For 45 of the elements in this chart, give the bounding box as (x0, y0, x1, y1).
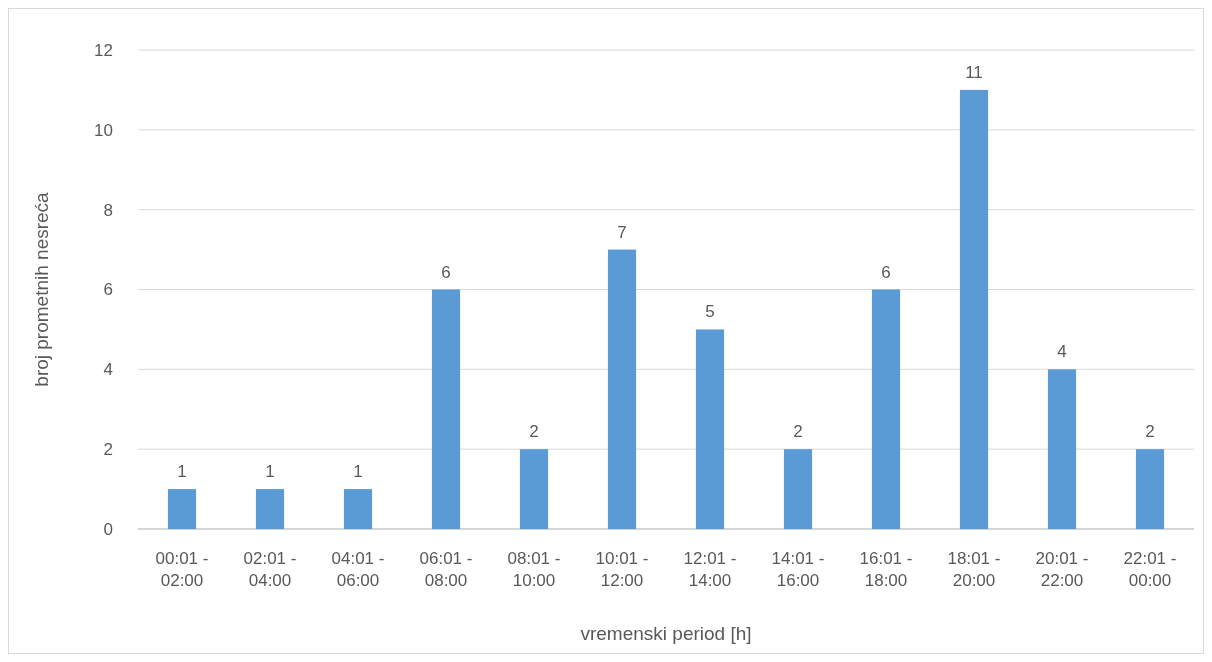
x-tick-label: 22:01 - 00:00 (1123, 549, 1177, 591)
data-label: 1 (265, 462, 275, 482)
data-label: 5 (705, 302, 715, 322)
y-tick-label: 12 (94, 40, 113, 60)
data-label: 7 (617, 222, 627, 242)
bar (783, 449, 813, 529)
x-axis-title: vremenski period [h] (580, 623, 752, 644)
bar (871, 289, 901, 529)
x-tick-label: 10:01 - 12:00 (595, 549, 649, 591)
data-label: 1 (353, 462, 363, 482)
data-label: 2 (529, 422, 539, 442)
data-label: 2 (793, 422, 803, 442)
y-tick-label: 4 (103, 360, 113, 380)
bar (519, 449, 549, 529)
x-tick-label: 06:01 - 08:00 (419, 549, 473, 591)
bar (1047, 369, 1077, 529)
y-tick-label: 10 (94, 120, 113, 140)
y-tick-label: 2 (103, 440, 113, 460)
x-tick-label: 16:01 - 18:00 (859, 549, 913, 591)
bar (167, 489, 197, 529)
y-tick-label: 8 (103, 200, 113, 220)
y-axis-title: broj prometnih nesreća (31, 191, 52, 387)
data-label: 11 (965, 62, 983, 82)
x-tick-label: 20:01 - 22:00 (1035, 549, 1089, 591)
bar (255, 489, 285, 529)
y-tick-label: 6 (103, 280, 113, 300)
x-tick-label: 04:01 - 06:00 (331, 549, 385, 591)
bar (607, 249, 637, 529)
bar (695, 329, 725, 529)
x-tick-label: 08:01 - 10:00 (507, 549, 561, 591)
bar (431, 289, 461, 529)
data-label: 2 (1145, 422, 1155, 442)
data-label: 6 (881, 262, 891, 282)
bar (343, 489, 373, 529)
bar (1135, 449, 1165, 529)
data-label: 6 (441, 262, 451, 282)
y-tick-label: 0 (103, 519, 113, 539)
bar (959, 89, 989, 529)
x-tick-label: 14:01 - 16:00 (771, 549, 825, 591)
x-tick-label: 18:01 - 20:00 (947, 549, 1001, 591)
data-label: 1 (177, 462, 187, 482)
x-tick-label: 00:01 - 02:00 (155, 549, 209, 591)
data-label: 4 (1057, 342, 1067, 362)
x-tick-label: 12:01 - 14:00 (683, 549, 737, 591)
x-tick-label: 02:01 - 04:00 (243, 549, 297, 591)
